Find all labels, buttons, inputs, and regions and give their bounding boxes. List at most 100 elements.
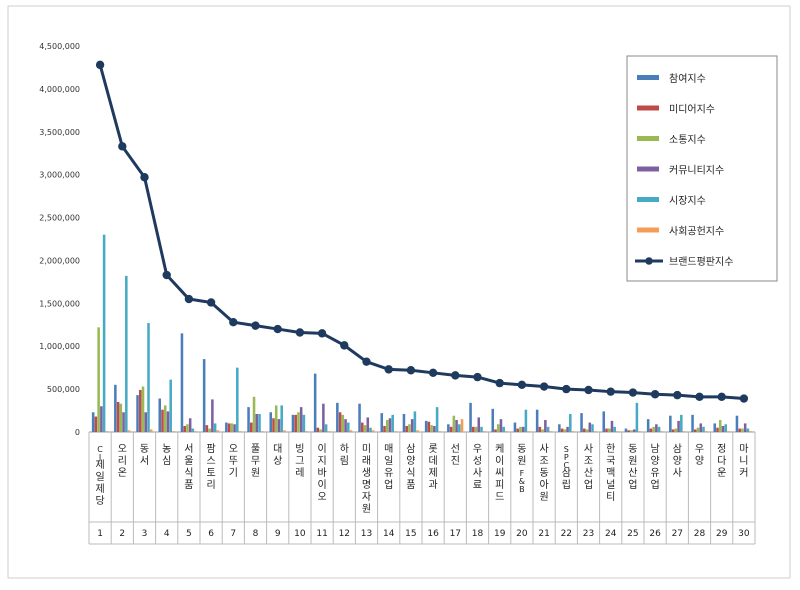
line-point <box>317 329 327 338</box>
bar-커뮤니티지수 <box>433 425 436 432</box>
bar-커뮤니티지수 <box>410 419 414 432</box>
line-point <box>673 390 682 400</box>
bar-미디어지수 <box>494 429 497 432</box>
bar-미디어지수 <box>205 425 209 432</box>
bar-소통지수 <box>696 427 700 432</box>
bar-시장지수 <box>280 405 283 432</box>
rank-label: 30 <box>738 529 750 539</box>
bar-사회공헌지수 <box>305 431 308 432</box>
line-point <box>340 341 349 350</box>
bar-커뮤니티지수 <box>544 419 547 432</box>
rank-label: 12 <box>339 529 350 539</box>
bar-커뮤니티지수 <box>455 419 458 432</box>
bar-시장지수 <box>413 411 417 432</box>
line-point <box>473 372 482 382</box>
bar-시장지수 <box>569 413 572 432</box>
bar-시장지수 <box>502 426 505 432</box>
bar-시장지수 <box>635 402 639 432</box>
y-tick-label: 1,000,000 <box>39 342 80 351</box>
line-point <box>295 328 305 337</box>
bar-참여지수 <box>136 395 139 432</box>
bar-시장지수 <box>169 379 172 432</box>
legend-swatch <box>637 227 659 233</box>
bar-커뮤니티지수 <box>743 423 747 432</box>
bar-커뮤니티지수 <box>122 412 125 432</box>
line-point <box>739 394 749 403</box>
bar-미디어지수 <box>294 414 297 432</box>
bar-참여지수 <box>713 423 717 432</box>
bar-미디어지수 <box>605 428 608 432</box>
bar-사회공헌지수 <box>105 431 109 432</box>
bar-참여지수 <box>558 424 561 432</box>
y-tick-label: 3,000,000 <box>39 171 80 180</box>
bar-소통지수 <box>652 426 655 432</box>
rank-label: 1 <box>97 529 103 539</box>
bar-사회공헌지수 <box>394 431 397 432</box>
bar-시장지수 <box>546 426 550 432</box>
bar-커뮤니티지수 <box>610 420 614 432</box>
rank-label: 24 <box>605 529 617 539</box>
line-point <box>406 366 416 375</box>
bar-사회공헌지수 <box>127 430 131 432</box>
bar-소통지수 <box>297 412 300 432</box>
legend-label: 브랜드평판지수 <box>669 256 733 268</box>
legend-label: 사회공헌지수 <box>669 226 724 238</box>
bar-참여지수 <box>602 411 606 432</box>
rank-label: 4 <box>164 529 170 539</box>
bar-소통지수 <box>141 386 145 432</box>
bar-참여지수 <box>91 412 95 432</box>
legend-swatch <box>637 166 659 172</box>
rank-label: 26 <box>649 529 661 539</box>
bar-사회공헌지수 <box>660 431 664 432</box>
legend-label: 커뮤니티지수 <box>669 165 724 177</box>
bar-커뮤니티지수 <box>632 429 636 432</box>
line-point <box>273 324 282 334</box>
bar-소통지수 <box>341 414 345 432</box>
bar-시장지수 <box>724 424 727 432</box>
bar-미디어지수 <box>94 416 98 432</box>
rank-label: 22 <box>561 529 572 539</box>
bar-사회공헌지수 <box>549 431 553 432</box>
legend-swatch <box>637 105 659 111</box>
rank-label: 10 <box>294 529 306 539</box>
bar-참여지수 <box>646 419 650 432</box>
y-tick-label: 500,000 <box>47 385 80 394</box>
bar-참여지수 <box>580 413 583 432</box>
bar-시장지수 <box>746 428 750 432</box>
line-point <box>695 392 704 402</box>
bar-시장지수 <box>213 423 217 432</box>
bar-커뮤니티지수 <box>388 418 392 432</box>
bar-소통지수 <box>97 327 100 432</box>
bar-소통지수 <box>319 429 322 432</box>
bar-소통지수 <box>496 424 500 432</box>
bar-사회공헌지수 <box>283 430 286 432</box>
bar-커뮤니티지수 <box>144 412 148 432</box>
line-point <box>606 387 615 396</box>
rank-label: 8 <box>253 529 259 539</box>
bar-커뮤니티지수 <box>566 426 569 432</box>
bar-사회공헌지수 <box>349 430 353 432</box>
legend-label: 참여지수 <box>669 73 706 85</box>
bar-참여지수 <box>380 413 384 432</box>
line-point <box>539 382 549 391</box>
bar-미디어지수 <box>738 428 741 432</box>
rank-label: 20 <box>516 529 528 539</box>
bar-참여지수 <box>180 333 184 432</box>
bar-소통지수 <box>430 425 433 432</box>
bar-사회공헌지수 <box>238 431 242 432</box>
bar-커뮤니티지수 <box>521 426 525 432</box>
rank-label: 3 <box>142 529 148 539</box>
